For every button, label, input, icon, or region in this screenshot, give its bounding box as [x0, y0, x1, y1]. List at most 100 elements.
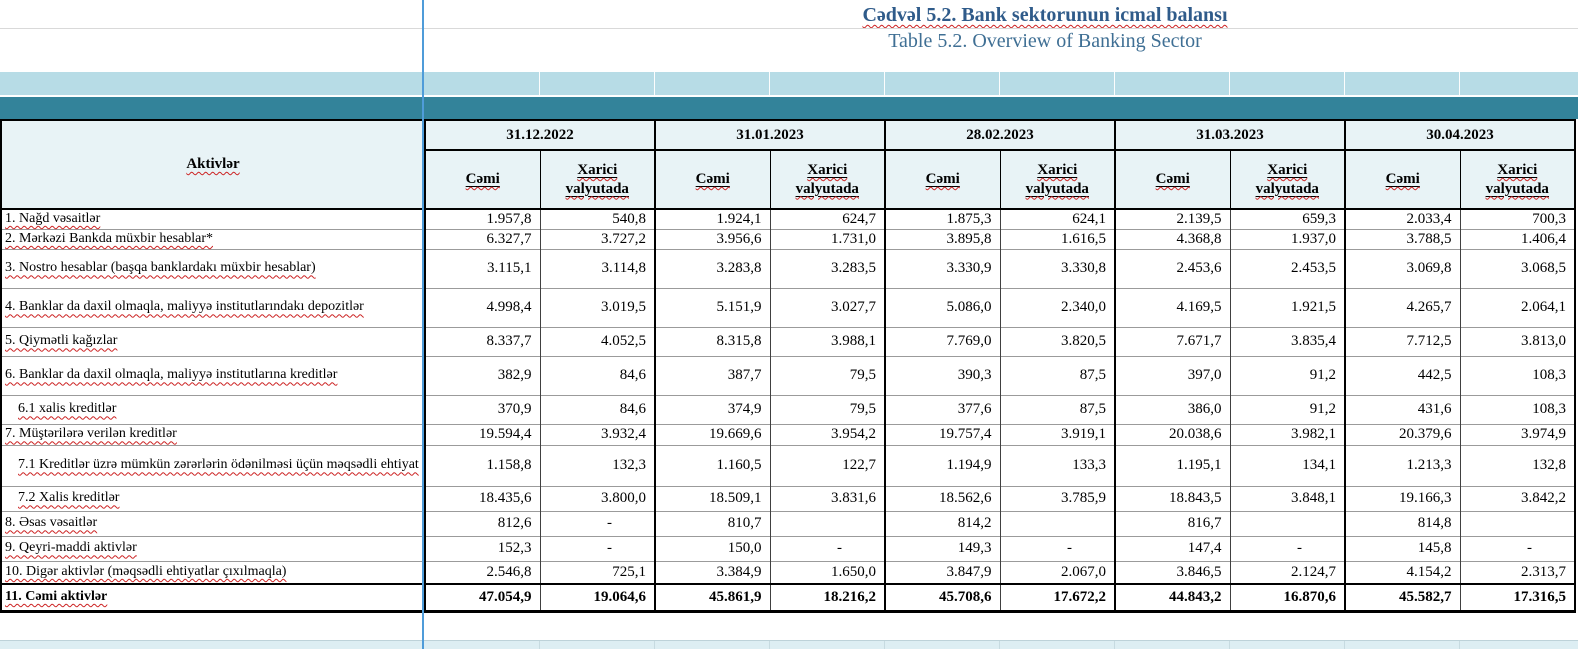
- subheader-foreign[interactable]: Xarici valyutada: [1459, 150, 1575, 210]
- subheader-total[interactable]: Cəmi: [1344, 150, 1460, 210]
- value-cell[interactable]: [999, 510, 1115, 537]
- value-cell[interactable]: -: [999, 535, 1115, 562]
- value-cell[interactable]: 132,3: [539, 444, 655, 487]
- value-cell[interactable]: 79,5: [769, 394, 885, 425]
- value-cell[interactable]: 700,3: [1459, 208, 1575, 230]
- value-cell[interactable]: 2.064,1: [1459, 287, 1575, 328]
- value-cell[interactable]: 3.114,8: [539, 248, 655, 289]
- value-cell[interactable]: 2.139,5: [1114, 208, 1230, 230]
- date-header[interactable]: 30.04.2023: [1344, 120, 1575, 151]
- value-cell[interactable]: 2.124,7: [1229, 560, 1345, 585]
- value-cell[interactable]: 659,3: [1229, 208, 1345, 230]
- value-cell[interactable]: 108,3: [1459, 394, 1575, 425]
- value-cell[interactable]: 3.956,6: [654, 228, 770, 250]
- value-cell[interactable]: 1.195,1: [1114, 444, 1230, 487]
- value-cell[interactable]: 3.895,8: [884, 228, 1000, 250]
- row-label[interactable]: 7.1 Kreditlər üzrə mümkün zərərlərin ödə…: [0, 444, 425, 487]
- value-cell[interactable]: 814,2: [884, 510, 1000, 537]
- row-label[interactable]: 4. Banklar da daxil olmaqla, maliyyə ins…: [0, 287, 425, 328]
- subheader-total[interactable]: Cəmi: [1114, 150, 1230, 210]
- value-cell[interactable]: 3.069,8: [1344, 248, 1460, 289]
- value-cell[interactable]: 370,9: [424, 394, 540, 425]
- value-cell[interactable]: [769, 510, 885, 537]
- row-label[interactable]: 6.1 xalis kreditlər: [0, 394, 425, 425]
- row-label[interactable]: 2. Mərkəzi Bankda müxbir hesablar*: [0, 228, 425, 250]
- value-cell[interactable]: 624,7: [769, 208, 885, 230]
- subheader-total[interactable]: Cəmi: [884, 150, 1000, 210]
- value-cell[interactable]: 540,8: [539, 208, 655, 230]
- value-cell[interactable]: 3.330,8: [999, 248, 1115, 289]
- value-cell[interactable]: -: [1229, 535, 1345, 562]
- row-label[interactable]: 6. Banklar da daxil olmaqla, maliyyə ins…: [0, 355, 425, 396]
- value-cell[interactable]: 122,7: [769, 444, 885, 487]
- value-cell[interactable]: 725,1: [539, 560, 655, 585]
- value-cell[interactable]: 1.194,9: [884, 444, 1000, 487]
- value-cell[interactable]: 3.813,0: [1459, 326, 1575, 357]
- value-cell[interactable]: 134,1: [1229, 444, 1345, 487]
- value-cell[interactable]: 3.847,9: [884, 560, 1000, 585]
- value-cell[interactable]: 1.957,8: [424, 208, 540, 230]
- value-cell[interactable]: 3.785,9: [999, 485, 1115, 512]
- value-cell[interactable]: 18.216,2: [769, 583, 885, 612]
- row-label[interactable]: 10. Digər aktivlər (məqsədli ehtiyatlar …: [0, 560, 425, 585]
- date-header[interactable]: 31.03.2023: [1114, 120, 1345, 151]
- value-cell[interactable]: 3.848,1: [1229, 485, 1345, 512]
- value-cell[interactable]: 387,7: [654, 355, 770, 396]
- value-cell[interactable]: 149,3: [884, 535, 1000, 562]
- value-cell[interactable]: 8.315,8: [654, 326, 770, 357]
- value-cell[interactable]: 1.921,5: [1229, 287, 1345, 328]
- value-cell[interactable]: 4.998,4: [424, 287, 540, 328]
- subheader-foreign[interactable]: Xarici valyutada: [769, 150, 885, 210]
- value-cell[interactable]: 3.842,2: [1459, 485, 1575, 512]
- value-cell[interactable]: 3.831,6: [769, 485, 885, 512]
- value-cell[interactable]: -: [539, 535, 655, 562]
- value-cell[interactable]: 3.788,5: [1344, 228, 1460, 250]
- value-cell[interactable]: 4.154,2: [1344, 560, 1460, 585]
- value-cell[interactable]: 3.820,5: [999, 326, 1115, 357]
- value-cell[interactable]: 397,0: [1114, 355, 1230, 396]
- date-header[interactable]: 31.01.2023: [654, 120, 885, 151]
- value-cell[interactable]: 2.453,5: [1229, 248, 1345, 289]
- value-cell[interactable]: 17.316,5: [1459, 583, 1575, 612]
- value-cell[interactable]: 2.453,6: [1114, 248, 1230, 289]
- value-cell[interactable]: 3.115,1: [424, 248, 540, 289]
- subheader-foreign[interactable]: Xarici valyutada: [999, 150, 1115, 210]
- value-cell[interactable]: 20.038,6: [1114, 423, 1230, 446]
- row-label[interactable]: 9. Qeyri-maddi aktivlər: [0, 535, 425, 562]
- value-cell[interactable]: 1.213,3: [1344, 444, 1460, 487]
- value-cell[interactable]: 3.330,9: [884, 248, 1000, 289]
- value-cell[interactable]: 19.669,6: [654, 423, 770, 446]
- value-cell[interactable]: 44.843,2: [1114, 583, 1230, 612]
- value-cell[interactable]: 16.870,6: [1229, 583, 1345, 612]
- value-cell[interactable]: 87,5: [999, 394, 1115, 425]
- value-cell[interactable]: 3.283,5: [769, 248, 885, 289]
- value-cell[interactable]: 19.594,4: [424, 423, 540, 446]
- value-cell[interactable]: 1.160,5: [654, 444, 770, 487]
- value-cell[interactable]: 7.712,5: [1344, 326, 1460, 357]
- row-label[interactable]: 5. Qiymətli kağızlar: [0, 326, 425, 357]
- row-label[interactable]: 8. Əsas vəsaitlər: [0, 510, 425, 537]
- value-cell[interactable]: [1459, 510, 1575, 537]
- value-cell[interactable]: 1.616,5: [999, 228, 1115, 250]
- value-cell[interactable]: 19.064,6: [539, 583, 655, 612]
- value-cell[interactable]: 4.052,5: [539, 326, 655, 357]
- value-cell[interactable]: 7.671,7: [1114, 326, 1230, 357]
- value-cell[interactable]: 133,3: [999, 444, 1115, 487]
- row-label[interactable]: 7.2 Xalis kreditlər: [0, 485, 425, 512]
- value-cell[interactable]: 386,0: [1114, 394, 1230, 425]
- value-cell[interactable]: 8.337,7: [424, 326, 540, 357]
- value-cell[interactable]: 19.757,4: [884, 423, 1000, 446]
- value-cell[interactable]: 2.067,0: [999, 560, 1115, 585]
- value-cell[interactable]: 3.954,2: [769, 423, 885, 446]
- value-cell[interactable]: 18.509,1: [654, 485, 770, 512]
- value-cell[interactable]: -: [1459, 535, 1575, 562]
- value-cell[interactable]: 147,4: [1114, 535, 1230, 562]
- subheader-total[interactable]: Cəmi: [424, 150, 540, 210]
- value-cell[interactable]: 18.562,6: [884, 485, 1000, 512]
- value-cell[interactable]: 3.988,1: [769, 326, 885, 357]
- value-cell[interactable]: -: [769, 535, 885, 562]
- value-cell[interactable]: 5.151,9: [654, 287, 770, 328]
- date-header[interactable]: 31.12.2022: [424, 120, 655, 151]
- row-label[interactable]: 1. Nağd vəsaitlər: [0, 208, 425, 230]
- value-cell[interactable]: 87,5: [999, 355, 1115, 396]
